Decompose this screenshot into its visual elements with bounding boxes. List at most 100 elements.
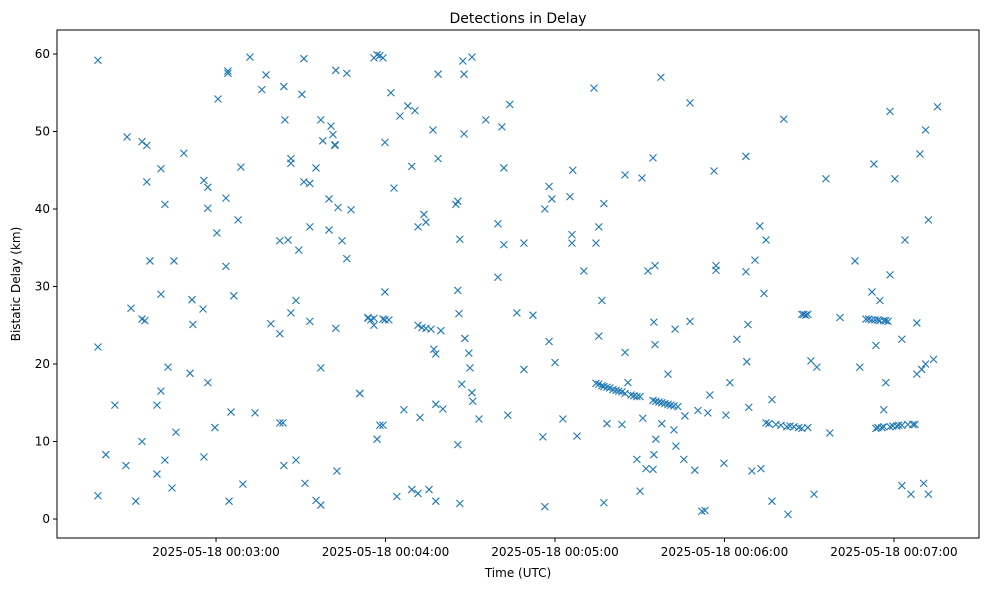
data-point xyxy=(199,305,207,313)
data-point xyxy=(933,102,942,111)
data-point xyxy=(679,455,688,464)
data-point xyxy=(381,138,389,147)
data-point xyxy=(333,467,341,475)
data-point xyxy=(123,133,131,141)
data-point xyxy=(425,485,433,494)
data-point xyxy=(153,401,161,409)
data-point xyxy=(224,67,232,75)
data-point xyxy=(520,365,528,374)
data-point xyxy=(453,197,462,206)
data-point xyxy=(655,398,663,406)
data-point xyxy=(94,56,102,65)
data-point xyxy=(783,422,791,431)
data-point xyxy=(672,442,680,451)
data-point xyxy=(392,492,401,501)
data-point xyxy=(111,401,119,409)
data-point xyxy=(203,378,212,387)
data-point xyxy=(499,240,508,249)
data-point xyxy=(373,435,381,444)
data-point xyxy=(751,256,759,265)
data-point xyxy=(431,350,440,358)
data-point xyxy=(540,502,549,511)
data-point xyxy=(919,479,928,488)
data-point xyxy=(649,396,657,405)
data-point xyxy=(623,378,632,387)
data-point xyxy=(573,432,581,440)
data-point xyxy=(568,239,576,248)
data-point xyxy=(429,126,437,134)
data-point xyxy=(211,423,219,432)
data-point xyxy=(673,402,682,411)
data-point xyxy=(657,398,666,407)
data-point xyxy=(284,236,292,244)
data-point xyxy=(299,178,308,186)
data-point xyxy=(651,435,660,444)
data-point xyxy=(386,88,395,97)
y-axis-ticks: 0 10 20 30 40 50 60 xyxy=(35,47,57,526)
data-point xyxy=(203,183,212,192)
y-tick-label: 0 xyxy=(42,512,50,526)
data-point xyxy=(897,481,906,490)
data-point xyxy=(872,341,880,350)
data-point xyxy=(638,414,647,423)
data-point xyxy=(342,69,351,78)
data-point xyxy=(455,235,464,244)
data-point xyxy=(744,320,752,329)
data-point xyxy=(686,98,694,107)
data-point xyxy=(803,310,812,319)
data-point xyxy=(664,400,672,409)
data-point xyxy=(459,57,467,65)
x-tick-label: 2025-05-18 00:06:00 xyxy=(661,545,788,559)
data-point xyxy=(179,149,188,158)
data-point xyxy=(379,54,387,62)
data-point xyxy=(460,70,468,79)
data-point xyxy=(172,428,180,437)
data-point xyxy=(710,167,718,175)
data-point xyxy=(822,174,830,183)
data-point xyxy=(331,140,339,149)
data-point xyxy=(468,397,477,406)
data-point xyxy=(870,160,878,168)
data-point xyxy=(879,405,888,414)
data-point xyxy=(170,257,178,265)
data-point xyxy=(636,392,644,401)
x-tick-label: 2025-05-18 00:07:00 xyxy=(830,545,957,559)
data-point xyxy=(325,195,333,203)
data-point xyxy=(657,73,665,82)
data-point xyxy=(287,159,295,168)
data-point xyxy=(403,102,412,110)
data-point xyxy=(127,304,135,313)
data-point xyxy=(331,324,340,333)
data-point xyxy=(414,222,422,231)
data-point xyxy=(305,222,314,231)
data-point xyxy=(237,163,245,172)
data-point xyxy=(921,126,930,134)
data-point xyxy=(140,316,149,325)
data-point xyxy=(592,379,600,388)
data-point xyxy=(407,485,416,494)
data-point xyxy=(453,440,462,449)
data-point xyxy=(879,422,888,431)
data-point xyxy=(153,470,161,478)
data-point xyxy=(807,357,815,365)
data-point xyxy=(188,320,197,329)
data-point xyxy=(214,95,222,103)
data-point xyxy=(603,419,611,428)
data-point xyxy=(633,392,641,401)
data-point xyxy=(614,387,623,396)
data-point xyxy=(664,370,672,378)
data-point xyxy=(621,348,629,357)
data-point xyxy=(651,340,659,349)
data-point xyxy=(427,325,435,334)
data-point xyxy=(929,355,938,364)
data-point xyxy=(603,383,611,392)
data-point xyxy=(455,309,463,318)
data-point xyxy=(468,53,476,62)
data-point xyxy=(733,335,741,344)
data-point xyxy=(434,154,442,163)
data-point xyxy=(649,153,657,162)
data-point xyxy=(305,317,314,326)
data-point xyxy=(744,403,753,412)
data-point xyxy=(642,464,650,473)
